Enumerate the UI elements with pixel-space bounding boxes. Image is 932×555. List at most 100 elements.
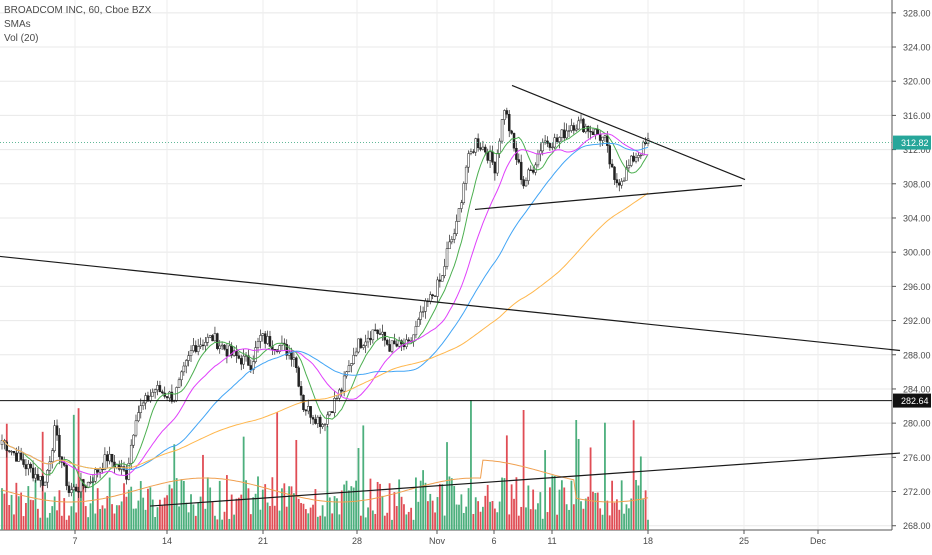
candle-body [620, 181, 623, 186]
candle-body [486, 151, 489, 161]
candle-body [615, 179, 619, 184]
candle-body [156, 385, 159, 391]
candle-body [421, 311, 425, 313]
volume-bar [72, 414, 75, 530]
time-tick-label: 28 [352, 536, 362, 546]
candle-body [572, 125, 576, 131]
candle-body [254, 347, 257, 362]
volume-bar [470, 400, 472, 530]
candle-body [304, 409, 308, 412]
volume-bar [147, 488, 149, 530]
volume-bar [575, 420, 578, 530]
candle-body [407, 339, 410, 342]
volume-bar [458, 504, 460, 530]
volume-bar [429, 493, 432, 530]
candle-body [297, 367, 300, 387]
candle-body [546, 140, 549, 144]
candle-body [10, 451, 13, 453]
candle-body [196, 346, 200, 352]
volume-bar [556, 514, 558, 530]
volume-bar [151, 499, 154, 530]
candle-body [598, 134, 602, 141]
candle-body [307, 406, 310, 412]
time-tick-label: 18 [643, 536, 653, 546]
candle-body [342, 375, 346, 392]
candle-body [330, 411, 334, 414]
volume-bar [467, 488, 470, 530]
candle-body [376, 329, 379, 334]
volume-indicator-label[interactable]: Vol (20) [4, 33, 39, 44]
candle-body [531, 169, 535, 173]
volume-bar [589, 447, 592, 530]
volume-bar [517, 515, 520, 530]
volume-bar [544, 450, 547, 530]
candle-body [505, 110, 509, 115]
candle-body [240, 358, 243, 365]
volume-bar [65, 519, 68, 530]
candle-body [464, 166, 468, 184]
candle-body [440, 275, 444, 282]
candle-body [618, 182, 621, 186]
ascending-support-trendline [149, 452, 901, 507]
candle-body [354, 351, 358, 356]
candle-body [249, 365, 253, 371]
candle-body [266, 336, 269, 344]
volume-bar [336, 498, 338, 530]
volume-bar [185, 502, 188, 530]
volume-bar [316, 516, 319, 530]
volume-bar [63, 498, 66, 530]
volume-bar [331, 513, 334, 530]
volume-bar [393, 492, 396, 530]
candle-body [295, 357, 298, 368]
volume-bar [135, 508, 137, 530]
volume-bar [398, 479, 401, 530]
volume-bar [644, 490, 647, 530]
candle-body [558, 137, 561, 142]
price-tick-label: 272.00 [903, 487, 931, 497]
candle-body [340, 389, 343, 392]
candle-body [189, 350, 193, 356]
smas-indicator-label[interactable]: SMAs [4, 19, 31, 30]
volume-bar [371, 510, 374, 530]
volume-bar [161, 505, 164, 530]
candle-body [134, 420, 138, 436]
candle-body [438, 279, 442, 282]
volume-bar [51, 506, 54, 530]
candle-body [445, 248, 449, 267]
volume-bar [8, 504, 11, 530]
level-price-tag [893, 393, 931, 408]
volume-bar [608, 515, 611, 530]
volume-bar [639, 456, 642, 530]
volume-bar [604, 422, 606, 530]
candle-body [481, 146, 485, 150]
volume-bar [424, 482, 427, 530]
candle-body [129, 444, 133, 464]
candle-body [223, 344, 226, 350]
volume-bar [599, 508, 602, 530]
candle-body [244, 355, 248, 357]
volume-bar [259, 509, 262, 530]
candle-body [117, 464, 121, 470]
candle-body [512, 133, 516, 149]
volume-bar [92, 477, 94, 530]
volume-bar [510, 484, 513, 530]
volume-bar [415, 477, 417, 530]
level-price-label: 282.64 [901, 396, 929, 406]
candle-body [366, 337, 370, 343]
candle-body [15, 452, 18, 462]
volume-bar [374, 513, 377, 530]
candle-body [474, 138, 477, 153]
volume-bar [647, 519, 649, 530]
volume-bar [304, 509, 307, 530]
candle-body [161, 391, 164, 394]
volume-bar [261, 489, 264, 530]
volume-bar [25, 503, 27, 530]
price-tick-label: 276.00 [903, 453, 931, 463]
volume-bar [101, 505, 104, 530]
sma-mid-line [1, 133, 649, 477]
candle-body [216, 333, 219, 349]
volume-bar [403, 504, 405, 530]
volume-bar [130, 486, 133, 530]
